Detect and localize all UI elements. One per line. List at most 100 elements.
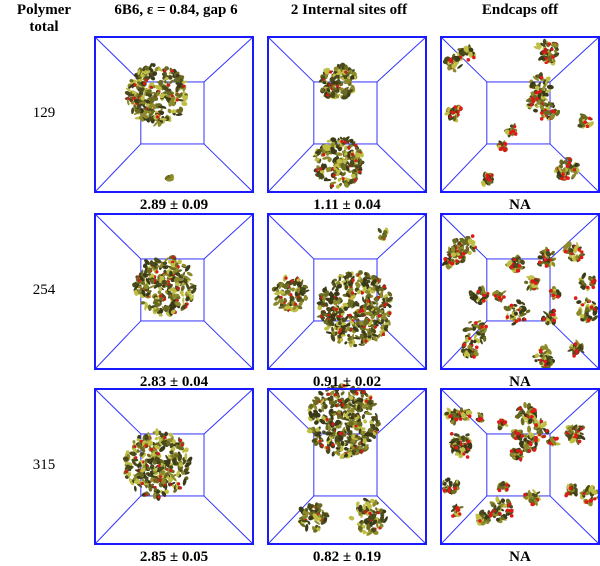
polymer-bead: [573, 171, 579, 175]
polymer-bead: [456, 51, 460, 57]
endcap: [179, 438, 183, 442]
polymer-bead: [322, 156, 330, 160]
endcap: [354, 143, 358, 147]
polymer-bead: [142, 104, 147, 109]
polymer-bead: [172, 289, 176, 296]
endcap: [340, 139, 344, 144]
polymer-bead: [127, 84, 134, 90]
endcap: [328, 70, 333, 74]
polymer-bead: [150, 278, 155, 285]
endcap: [467, 414, 472, 419]
endcap: [377, 314, 382, 318]
endcap: [382, 285, 387, 289]
polymer-bead: [154, 302, 161, 307]
polymer-bead: [159, 296, 163, 301]
endcap: [540, 111, 544, 115]
polymer-bead: [341, 157, 345, 163]
polymer-bead: [134, 281, 138, 287]
endcap: [482, 293, 487, 298]
polymer-bead: [345, 165, 350, 172]
endcap: [509, 303, 514, 308]
polymer-bead: [166, 91, 175, 96]
endcap: [585, 124, 590, 129]
polymer-bead: [542, 83, 547, 91]
polymer-bead: [133, 485, 137, 492]
polymer-bead: [542, 38, 547, 46]
endcap: [539, 75, 544, 80]
polymer-bead: [169, 79, 174, 85]
row-label: 254: [32, 282, 56, 298]
polymer-bead: [341, 164, 347, 171]
polymer-bead: [182, 91, 186, 95]
polymer-bead: [323, 68, 329, 75]
box-edge: [203, 213, 254, 260]
endcap: [178, 486, 183, 490]
polymer-bead: [333, 166, 339, 173]
polymer-bead: [333, 177, 337, 180]
polymer-bead: [357, 278, 362, 283]
polymer-bead: [549, 112, 556, 120]
endcap: [325, 446, 329, 450]
polymer-bead: [346, 89, 354, 94]
polymer-bead: [335, 71, 344, 76]
box-edge: [267, 388, 315, 435]
polymer-bead: [331, 84, 336, 88]
polymer-bead: [177, 259, 182, 265]
endcap: [465, 455, 470, 459]
endcap: [180, 443, 184, 447]
box-edge: [440, 143, 488, 193]
polymer-bead: [447, 65, 451, 71]
box-edge: [203, 388, 254, 435]
endcap: [156, 452, 160, 456]
polymer-bead: [148, 284, 156, 289]
endcap: [343, 140, 347, 144]
polymer-bead: [333, 75, 339, 80]
endcap: [523, 317, 527, 322]
polymer-bead: [543, 110, 551, 116]
endcap: [149, 447, 154, 451]
polymer-bead: [314, 157, 320, 162]
endcap: [144, 444, 148, 448]
polymer-bead: [278, 298, 285, 304]
polymer-bead: [284, 305, 292, 310]
endcap: [568, 157, 572, 161]
endcap: [341, 403, 345, 407]
polymer-bead: [467, 238, 473, 245]
endcap: [318, 439, 322, 443]
polymer-bead: [558, 167, 562, 173]
polymer-bead: [175, 269, 183, 273]
endcap: [472, 355, 476, 359]
polymer-bead: [279, 290, 285, 295]
box-outer: [440, 36, 600, 193]
endcap: [539, 348, 543, 353]
polymer-bead: [175, 293, 180, 297]
polymer-bead: [387, 291, 393, 297]
endcap: [137, 278, 141, 283]
endcap: [334, 307, 339, 311]
polymer-bead: [147, 304, 152, 312]
endcap: [472, 55, 476, 60]
box-edge: [203, 495, 254, 545]
endcap: [443, 257, 448, 262]
endcap: [142, 82, 147, 86]
polymer-bead: [276, 295, 281, 299]
polymer-bead: [147, 103, 155, 110]
polymer-bead: [335, 152, 343, 156]
endcap: [350, 152, 354, 156]
polymer-bead: [346, 278, 349, 282]
polymer-bead: [530, 81, 534, 86]
endcap: [442, 488, 447, 493]
polymer-bead: [322, 149, 326, 154]
polymer-bead: [162, 273, 166, 277]
polymer-bead: [350, 173, 356, 179]
polymer-bead: [126, 99, 130, 106]
endcap: [332, 173, 336, 177]
polymer-bead: [361, 414, 366, 420]
endcap: [455, 507, 460, 511]
endcap: [450, 110, 454, 115]
box-outer: [267, 36, 427, 193]
endcap: [543, 359, 548, 364]
endcap: [556, 294, 560, 299]
polymer-bead: [164, 79, 167, 84]
polymer-bead: [278, 305, 286, 309]
